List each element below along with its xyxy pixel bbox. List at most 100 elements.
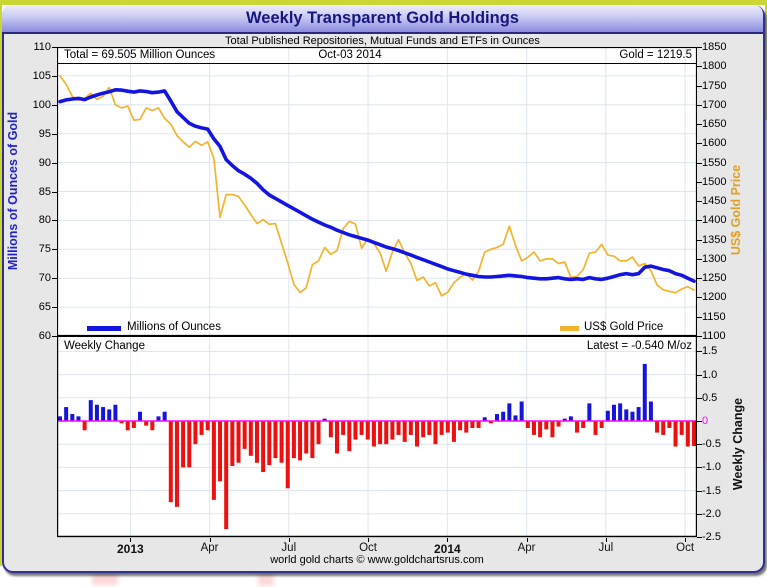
footer-credit: world gold charts © www.goldchartsrus.co…	[270, 554, 484, 566]
change-axis-tick-label: -2.0	[702, 507, 721, 520]
weekly-change-bar	[131, 421, 136, 428]
tick-mark	[697, 316, 702, 318]
tick-mark	[697, 47, 702, 48]
tick-mark	[697, 336, 702, 337]
weekly-change-bar	[353, 421, 358, 440]
tick-mark	[447, 538, 449, 542]
tick-mark	[697, 220, 702, 222]
weekly-change-bar	[445, 421, 450, 433]
latest-change-label: Latest = -0.540 M/oz	[586, 340, 692, 352]
weekly-change-bar	[531, 421, 536, 435]
tick-mark	[52, 249, 57, 251]
weekly-change-bar	[618, 403, 623, 421]
left-axis-tick-label: 80	[38, 214, 51, 227]
weekly-change-bar	[575, 421, 580, 433]
change-axis-tick-label: 1.5	[702, 345, 718, 358]
weekly-change-bar	[556, 421, 561, 427]
change-axis-tick-label: -0.5	[702, 438, 721, 451]
weekly-change-bar	[519, 401, 524, 421]
left-axis-tick-label: 110	[33, 41, 51, 53]
page-top-edge	[0, 0, 767, 5]
tick-mark	[697, 467, 702, 469]
weekly-change-bar	[267, 421, 272, 466]
holdings-legend-swatch	[87, 326, 121, 331]
tick-mark	[697, 397, 702, 399]
tick-mark	[52, 191, 57, 193]
tick-mark	[685, 538, 687, 542]
weekly-change-bar	[470, 421, 475, 428]
weekly-change-bar	[156, 416, 161, 421]
change-axis-tick-label: 0	[702, 415, 709, 427]
weekly-change-bar	[642, 363, 647, 421]
tick-mark	[52, 47, 57, 48]
holdings-legend-label: Millions of Ounces	[127, 321, 221, 333]
weekly-change-bar	[667, 421, 672, 428]
right-axis-tick-label: 1100	[702, 330, 726, 342]
right-axis-tick-label: 1700	[702, 98, 727, 111]
annotation-gold: Gold = 1219.5	[619, 49, 692, 61]
tick-mark	[368, 538, 370, 542]
weekly-change-bar	[193, 421, 198, 445]
weekly-change-bar	[507, 403, 512, 421]
right-axis-tick-label: 1500	[702, 175, 727, 188]
weekly-change-bar	[692, 421, 696, 447]
weekly-change-bar	[88, 400, 93, 421]
holdings-line	[58, 87, 696, 283]
tick-mark	[697, 162, 702, 164]
right-axis-tick-label: 1800	[702, 60, 727, 73]
weekly-change-bar	[544, 421, 549, 430]
weekly-change-bar	[685, 421, 690, 447]
weekly-change-bar	[94, 404, 99, 421]
weekly-change-bar	[304, 421, 309, 454]
weekly-change-bar	[488, 421, 493, 424]
right-axis-tick-label: 1850	[702, 41, 727, 53]
tick-mark	[697, 258, 702, 260]
tick-mark	[52, 162, 57, 164]
right-axis-tick-label: 1550	[702, 156, 727, 169]
weekly-change-bar	[396, 421, 401, 435]
left-axis-tick-label: 105	[32, 69, 51, 82]
weekly-change-bar	[316, 421, 321, 445]
left-axis-tick-label: 70	[38, 272, 51, 285]
x-axis-tick-label: Jul	[281, 542, 297, 554]
right-axis-tick-label: 1200	[702, 291, 727, 304]
weekly-change-bar	[341, 421, 346, 435]
weekly-change-bar	[285, 421, 290, 489]
weekly-change-bar	[408, 421, 413, 435]
main-plot-border	[57, 47, 697, 337]
weekly-change-bar	[525, 421, 530, 428]
gold-legend-label: US$ Gold Price	[584, 321, 664, 333]
weekly-change-bar	[593, 421, 598, 435]
right-axis-tick-label: 1300	[702, 252, 727, 265]
weekly-change-bar	[261, 421, 266, 473]
watermark-smudge	[258, 570, 274, 586]
weekly-change-bar	[562, 418, 567, 421]
right-axis-tick-label: 1750	[702, 79, 727, 92]
right-axis-tick-label: 1250	[702, 272, 727, 285]
tick-mark	[697, 239, 702, 241]
main-plot-area	[57, 47, 697, 338]
weekly-change-bar	[359, 421, 364, 435]
weekly-change-bar	[82, 421, 87, 431]
right-axis-tick-label: 1650	[702, 118, 727, 131]
weekly-change-bar	[390, 421, 395, 440]
weekly-change-bar	[439, 421, 444, 435]
weekly-change-bar	[254, 421, 259, 463]
weekly-change-bar	[568, 416, 573, 421]
weekly-change-bar	[230, 421, 235, 467]
right-axis-tick-label: 1400	[702, 214, 727, 227]
watermark-smudge	[92, 571, 118, 585]
weekly-change-bar	[162, 411, 167, 421]
weekly-change-bar	[421, 421, 426, 438]
right-axis-title: US$ Gold Price	[729, 164, 743, 256]
weekly-change-bar	[482, 417, 487, 421]
tick-mark	[697, 124, 702, 126]
weekly-change-bar	[599, 421, 604, 428]
right-axis-tick-label: 1600	[702, 137, 727, 150]
right-axis-tick-label: 1350	[702, 233, 727, 246]
weekly-change-bar	[513, 415, 518, 421]
tick-mark	[130, 538, 132, 542]
x-axis-tick-label: 2013	[116, 542, 144, 556]
weekly-change-bar	[150, 421, 155, 431]
